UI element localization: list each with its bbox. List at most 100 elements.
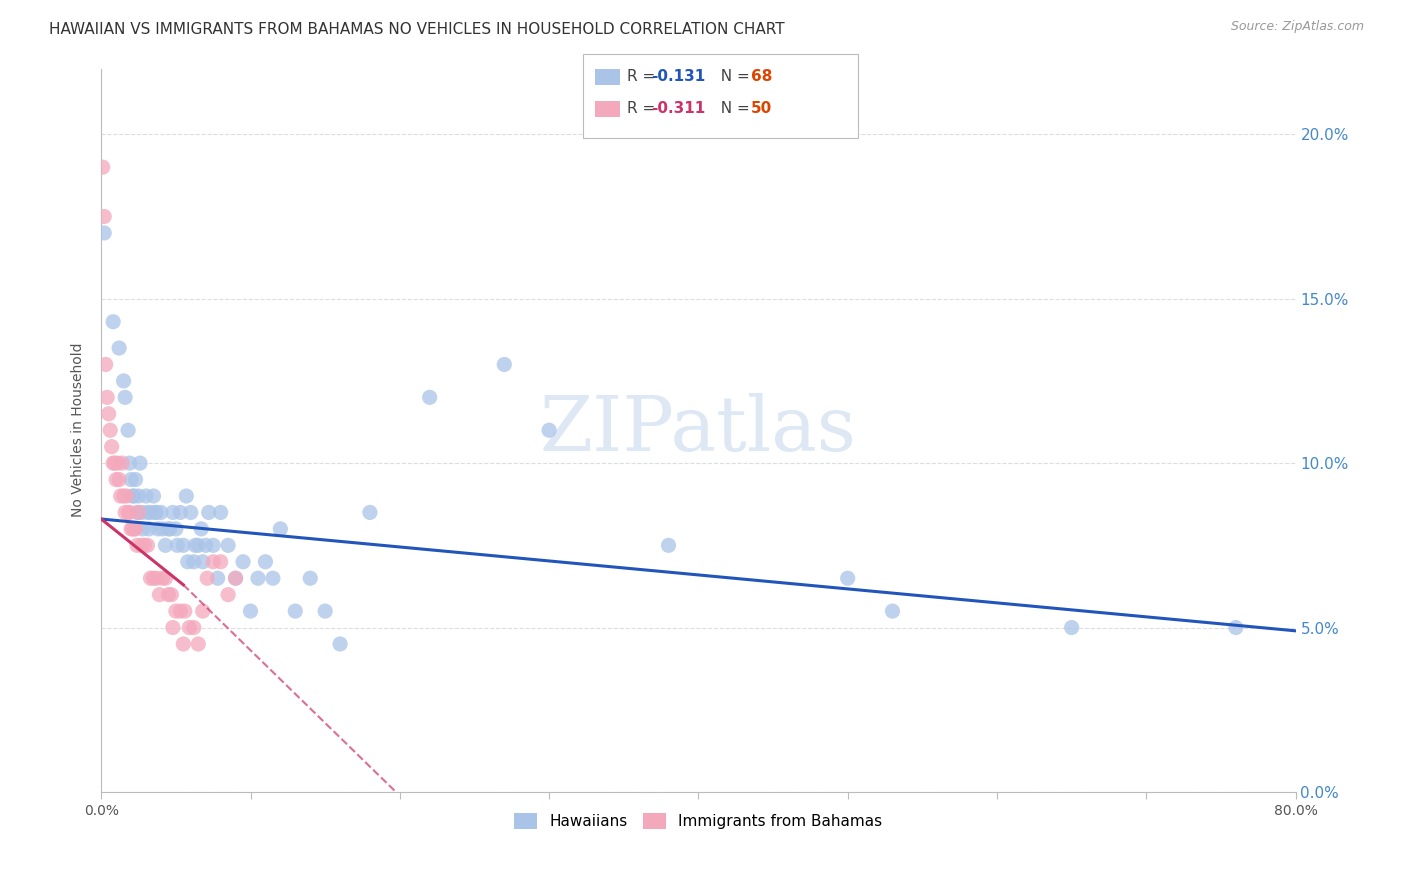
Point	[165, 604, 187, 618]
Text: ZIPatlas: ZIPatlas	[540, 393, 856, 467]
Point	[101, 456, 124, 470]
Point	[142, 489, 165, 503]
Point	[217, 588, 239, 602]
Point	[134, 538, 156, 552]
Point	[197, 505, 219, 519]
Point	[155, 538, 177, 552]
Point	[149, 505, 172, 519]
Point	[299, 571, 322, 585]
Text: HAWAIIAN VS IMMIGRANTS FROM BAHAMAS NO VEHICLES IN HOUSEHOLD CORRELATION CHART: HAWAIIAN VS IMMIGRANTS FROM BAHAMAS NO V…	[49, 22, 785, 37]
Point	[135, 489, 157, 503]
Text: 50: 50	[751, 102, 772, 116]
Point	[146, 522, 169, 536]
Point	[180, 505, 202, 519]
Point	[108, 473, 131, 487]
Point	[183, 555, 205, 569]
Point	[160, 588, 183, 602]
Point	[183, 621, 205, 635]
Text: N =: N =	[711, 70, 755, 84]
Point	[269, 522, 291, 536]
Point	[152, 571, 174, 585]
Point	[108, 341, 131, 355]
Point	[121, 522, 143, 536]
Point	[136, 538, 159, 552]
Point	[107, 456, 129, 470]
Point	[837, 571, 859, 585]
Point	[124, 522, 146, 536]
Point	[262, 571, 284, 585]
Point	[172, 637, 194, 651]
Legend: Hawaiians, Immigrants from Bahamas: Hawaiians, Immigrants from Bahamas	[509, 806, 889, 835]
Point	[187, 637, 209, 651]
Point	[232, 555, 254, 569]
Point	[190, 522, 212, 536]
Point	[187, 538, 209, 552]
Point	[98, 423, 121, 437]
Point	[120, 522, 142, 536]
Point	[110, 489, 132, 503]
Point	[225, 571, 247, 585]
Point	[209, 505, 232, 519]
Point	[284, 604, 307, 618]
Point	[139, 505, 162, 519]
Point	[122, 522, 145, 536]
Point	[225, 571, 247, 585]
Point	[157, 588, 180, 602]
Point	[176, 489, 198, 503]
Text: -0.311: -0.311	[651, 102, 706, 116]
Point	[143, 505, 166, 519]
Point	[329, 637, 352, 651]
Point	[118, 456, 141, 470]
Point	[142, 571, 165, 585]
Y-axis label: No Vehicles in Household: No Vehicles in Household	[72, 343, 86, 517]
Point	[882, 604, 904, 618]
Point	[359, 505, 381, 519]
Point	[191, 604, 214, 618]
Point	[112, 374, 135, 388]
Point	[136, 505, 159, 519]
Point	[105, 473, 128, 487]
Point	[138, 522, 160, 536]
Point	[129, 456, 152, 470]
Point	[254, 555, 277, 569]
Point	[169, 604, 191, 618]
Point	[657, 538, 679, 552]
Point	[194, 538, 217, 552]
Text: Source: ZipAtlas.com: Source: ZipAtlas.com	[1230, 20, 1364, 33]
Point	[117, 505, 139, 519]
Point	[538, 423, 561, 437]
Point	[157, 522, 180, 536]
Point	[173, 604, 195, 618]
Point	[111, 456, 134, 470]
Point	[112, 489, 135, 503]
Point	[91, 160, 114, 174]
Point	[165, 522, 187, 536]
Point	[184, 538, 207, 552]
Point	[239, 604, 262, 618]
Point	[1225, 621, 1247, 635]
Point	[93, 226, 115, 240]
Point	[172, 538, 194, 552]
Point	[162, 621, 184, 635]
Point	[139, 571, 162, 585]
Point	[101, 315, 124, 329]
Point	[117, 423, 139, 437]
Point	[1060, 621, 1083, 635]
Point	[125, 538, 148, 552]
Point	[209, 555, 232, 569]
Text: N =: N =	[711, 102, 755, 116]
Point	[100, 440, 122, 454]
Point	[152, 522, 174, 536]
Point	[159, 522, 181, 536]
Point	[128, 489, 150, 503]
Point	[114, 390, 136, 404]
Point	[145, 571, 167, 585]
Point	[94, 358, 117, 372]
Point	[93, 210, 115, 224]
Point	[131, 505, 153, 519]
Point	[169, 505, 191, 519]
Point	[128, 505, 150, 519]
Point	[131, 538, 153, 552]
Point	[118, 505, 141, 519]
Point	[97, 407, 120, 421]
